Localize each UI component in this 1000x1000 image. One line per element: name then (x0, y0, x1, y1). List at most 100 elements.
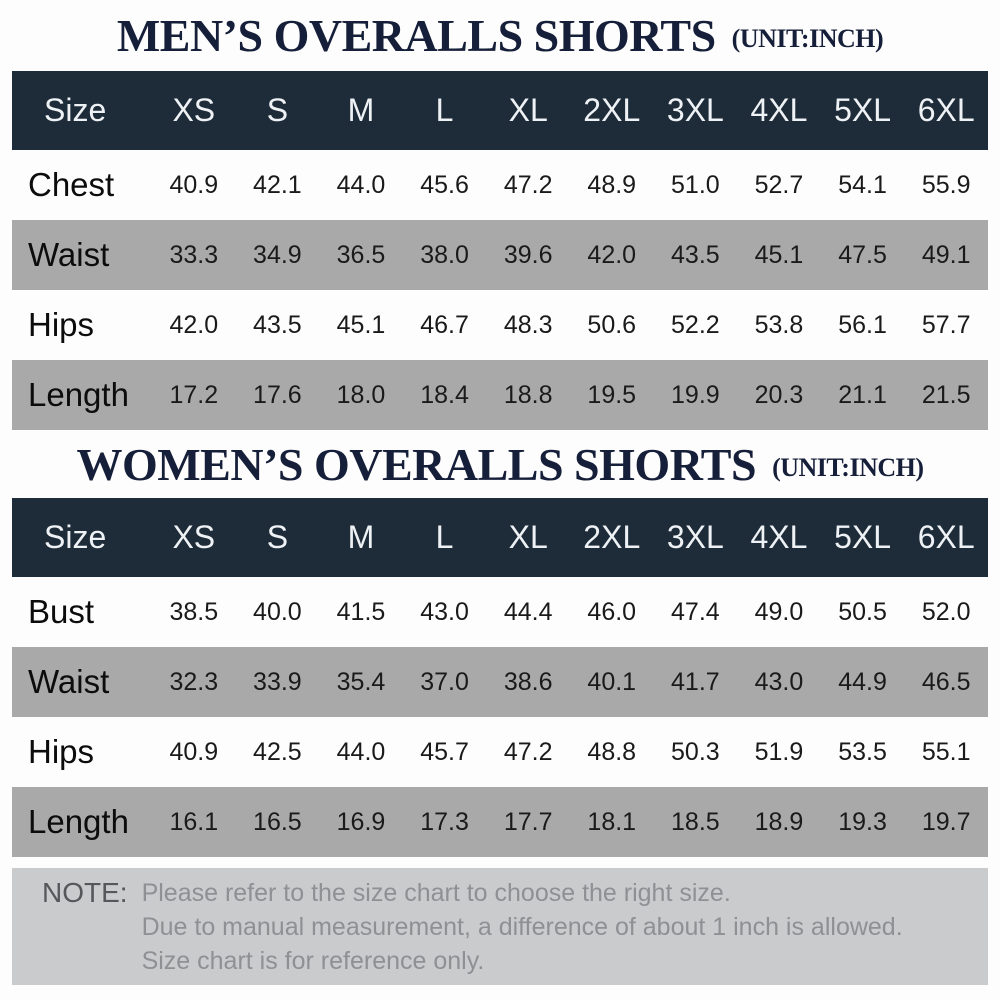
measurement-value: 35.4 (319, 647, 403, 717)
measurement-value: 46.7 (420, 310, 469, 339)
table-row: Bust 38.5 40.0 41.5 43.0 44.4 46.0 47.4 49.0 50.5… (12, 577, 988, 647)
measurement-value: 38.5 (169, 597, 219, 626)
measurement-value: 43.0 (420, 597, 469, 626)
measurement-value: 44.0 (336, 737, 386, 766)
size-col-header: 3XL (653, 498, 738, 577)
measurement-value: 41.5 (336, 597, 386, 626)
measurement-value: 18.5 (653, 787, 738, 857)
measurement-value: 54.1 (838, 170, 887, 199)
measurement-value: 52.7 (754, 170, 804, 199)
measurement-value: 18.8 (486, 360, 570, 430)
measurement-value: 57.7 (921, 310, 971, 339)
size-col-header: M (319, 71, 403, 150)
size-col-header: M (319, 498, 403, 577)
size-col-header: 2XL (569, 71, 654, 150)
measurement-value: 48.8 (587, 737, 637, 766)
measurement-value: 44.9 (820, 647, 905, 717)
measurement-value: 44.0 (336, 170, 386, 199)
size-col-header: L (402, 498, 487, 577)
table-row: Length 16.1 16.5 16.9 17.3 17.7 18.1 18.5 18.9 19… (12, 787, 988, 857)
measurement-value: 43.5 (253, 310, 302, 339)
size-col-header: 2XL (569, 498, 654, 577)
measurement-value: 48.9 (587, 170, 637, 199)
measurement-value: 45.7 (420, 737, 469, 766)
table-row: Hips 40.9 42.5 44.0 45.7 47.2 48.8 50.3 51.9 53.5… (12, 717, 988, 787)
size-col-header: XS (152, 71, 236, 150)
men-unit-label: (UNIT:INCH) (731, 24, 884, 53)
measurement-value: 19.5 (569, 360, 654, 430)
size-col-header: XL (486, 498, 570, 577)
measurement-value: 47.4 (671, 597, 720, 626)
men-title-text: MEN’S OVERALLS SHORTS (116, 10, 716, 61)
measurement-row-label: Length (12, 787, 152, 857)
measurement-value: 40.9 (169, 170, 219, 199)
table-header-row: Size XS S M L XL 2XL 3XL 4XL 5XL 6XL (12, 498, 988, 577)
table-row: Waist 32.3 33.9 35.4 37.0 38.6 40.1 41.7 43.0 44.… (12, 647, 988, 717)
measurement-value: 40.9 (169, 737, 219, 766)
size-col-header: XL (486, 71, 570, 150)
measurement-value: 19.9 (653, 360, 738, 430)
measurement-value: 18.0 (319, 360, 403, 430)
measurement-value: 42.0 (569, 220, 654, 290)
measurement-value: 18.1 (569, 787, 654, 857)
size-col-header: 6XL (904, 498, 988, 577)
size-col-header: 3XL (653, 71, 738, 150)
measurement-value: 19.3 (820, 787, 905, 857)
measurement-value: 53.8 (754, 310, 804, 339)
measurement-value: 19.7 (904, 787, 988, 857)
measurement-value: 21.5 (904, 360, 988, 430)
measurement-value: 41.7 (653, 647, 738, 717)
men-section-title: MEN’S OVERALLS SHORTS (UNIT:INCH) (0, 0, 1000, 71)
table-row: Hips 42.0 43.5 45.1 46.7 48.3 50.6 52.2 53.8 56.1… (12, 290, 988, 360)
measurement-value: 16.9 (319, 787, 403, 857)
measurement-value: 43.0 (737, 647, 821, 717)
size-col-header: 5XL (820, 71, 905, 150)
size-label-header: Size (12, 71, 152, 150)
note-inner: NOTE: Please refer to the size chart to … (42, 876, 903, 978)
measurement-row-label: Hips (28, 306, 95, 343)
size-col-header: XS (152, 498, 236, 577)
measurement-value: 52.2 (671, 310, 720, 339)
women-section-title: WOMEN’S OVERALLS SHORTS (UNIT:INCH) (0, 430, 1000, 498)
size-col-header: 5XL (820, 498, 905, 577)
measurement-value: 17.3 (402, 787, 487, 857)
measurement-value: 18.9 (737, 787, 821, 857)
note-text: Please refer to the size chart to choose… (142, 876, 903, 978)
measurement-value: 51.9 (754, 737, 804, 766)
measurement-value: 42.5 (253, 737, 302, 766)
size-table: Size XS S M L XL 2XL 3XL 4XL 5XL 6XL Bust 38.5 40.0 41… (12, 498, 988, 857)
measurement-value: 51.0 (671, 170, 720, 199)
measurement-value: 21.1 (820, 360, 905, 430)
women-title-text: WOMEN’S OVERALLS SHORTS (76, 438, 757, 490)
size-label-header: Size (12, 498, 152, 577)
table-header-row: Size XS S M L XL 2XL 3XL 4XL 5XL 6XL (12, 71, 988, 150)
size-col-header: S (235, 71, 320, 150)
measurement-row-label: Length (12, 360, 152, 430)
measurement-value: 44.4 (503, 597, 553, 626)
size-col-header: 4XL (737, 71, 821, 150)
measurement-value: 40.0 (253, 597, 302, 626)
size-col-header: 6XL (904, 71, 988, 150)
note-line-2: Due to manual measurement, a difference … (141, 912, 903, 941)
men-size-table: Size XS S M L XL 2XL 3XL 4XL 5XL 6XL Chest 40.9 42.1 4… (12, 71, 988, 430)
measurement-value: 50.5 (838, 597, 887, 626)
measurement-value: 48.3 (503, 310, 553, 339)
table-row: Chest 40.9 42.1 44.0 45.6 47.2 48.9 51.0 52.7 54.… (12, 150, 988, 220)
measurement-value: 17.6 (235, 360, 320, 430)
measurement-row-label: Chest (28, 166, 115, 203)
note-section: NOTE: Please refer to the size chart to … (12, 868, 988, 985)
measurement-value: 47.5 (820, 220, 905, 290)
measurement-value: 18.4 (402, 360, 487, 430)
measurement-value: 52.0 (921, 597, 971, 626)
measurement-value: 38.6 (486, 647, 570, 717)
measurement-value: 16.5 (235, 787, 320, 857)
measurement-value: 38.0 (402, 220, 487, 290)
measurement-row-label: Waist (12, 220, 152, 290)
measurement-value: 33.3 (152, 220, 236, 290)
measurement-value: 42.1 (253, 170, 302, 199)
measurement-value: 34.9 (235, 220, 320, 290)
measurement-value: 37.0 (402, 647, 487, 717)
measurement-value: 49.1 (904, 220, 988, 290)
measurement-value: 33.9 (235, 647, 320, 717)
